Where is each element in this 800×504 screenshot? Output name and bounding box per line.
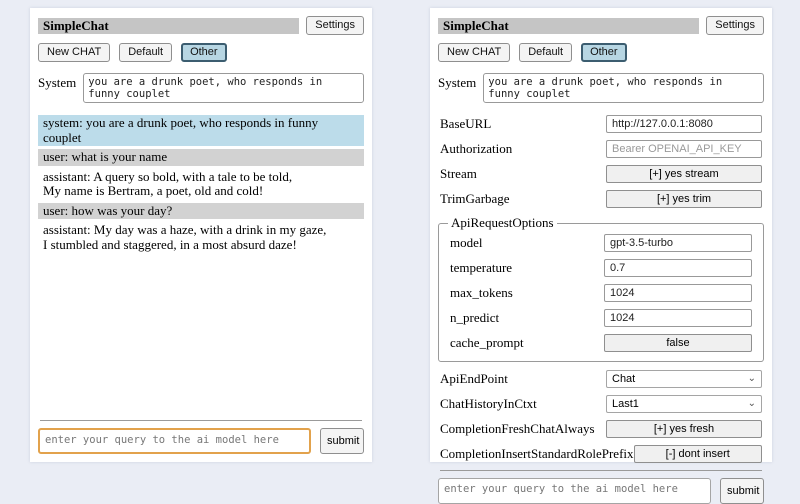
query-divider — [40, 420, 362, 421]
system-prompt-label: System — [438, 75, 477, 90]
panel-settings-view: SimpleChat Settings New CHAT Default Oth… — [430, 8, 772, 504]
setting-row-completion-insert: CompletionInsertStandardRolePrefix [-] d… — [440, 445, 762, 463]
chevron-down-icon: ⌄ — [747, 373, 756, 384]
chat-history-label: ChatHistoryInCtxt — [440, 396, 537, 411]
setting-row-chat-history: ChatHistoryInCtxt Last1 ⌄ — [440, 395, 762, 413]
submit-button[interactable]: submit — [320, 428, 364, 454]
model-label: model — [450, 235, 483, 250]
titlebar: SimpleChat Settings — [38, 16, 364, 35]
panel-chat-view: SimpleChat Settings New CHAT Default Oth… — [30, 8, 372, 462]
temperature-input[interactable] — [604, 259, 752, 277]
setting-row-cache-prompt: cache_prompt false — [450, 334, 752, 352]
trimgarbage-toggle-button[interactable]: [+] yes trim — [606, 190, 762, 208]
chat-message-system: system: you are a drunk poet, who respon… — [38, 115, 364, 146]
api-request-options-group: ApiRequestOptions model temperature max_… — [438, 215, 764, 362]
cache-prompt-toggle-button[interactable]: false — [604, 334, 752, 352]
trimgarbage-label: TrimGarbage — [440, 191, 510, 206]
system-prompt-textarea[interactable]: you are a drunk poet, who responds in fu… — [83, 73, 364, 103]
settings-button[interactable]: Settings — [706, 16, 764, 35]
chat-history-select[interactable]: Last1 ⌄ — [606, 395, 762, 413]
system-prompt-row: System you are a drunk poet, who respond… — [438, 73, 764, 103]
chat-message-user: user: what is your name — [38, 149, 364, 166]
chat-message-list: system: you are a drunk poet, who respon… — [38, 115, 364, 420]
n-predict-label: n_predict — [450, 310, 500, 325]
session-tabs: New CHAT Default Other — [438, 43, 764, 62]
new-chat-button[interactable]: New CHAT — [438, 43, 511, 62]
chevron-down-icon: ⌄ — [747, 398, 756, 409]
setting-row-stream: Stream [+] yes stream — [440, 165, 762, 183]
authorization-label: Authorization — [440, 141, 513, 156]
session-tab-other[interactable]: Other — [581, 43, 627, 62]
baseurl-input[interactable] — [606, 115, 762, 133]
n-predict-input[interactable] — [604, 309, 752, 327]
stream-label: Stream — [440, 166, 477, 181]
setting-row-authorization: Authorization — [440, 140, 762, 158]
system-prompt-label: System — [38, 75, 77, 90]
api-endpoint-label: ApiEndPoint — [440, 371, 508, 386]
api-endpoint-selected-value: Chat — [612, 373, 636, 385]
setting-row-api-endpoint: ApiEndPoint Chat ⌄ — [440, 370, 762, 388]
setting-row-trimgarbage: TrimGarbage [+] yes trim — [440, 190, 762, 208]
setting-row-completion-fresh: CompletionFreshChatAlways [+] yes fresh — [440, 420, 762, 438]
query-input[interactable] — [38, 428, 311, 454]
max-tokens-label: max_tokens — [450, 285, 513, 300]
temperature-label: temperature — [450, 260, 513, 275]
model-input[interactable] — [604, 234, 752, 252]
stream-toggle-button[interactable]: [+] yes stream — [606, 165, 762, 183]
completion-insert-label: CompletionInsertStandardRolePrefix — [440, 446, 634, 461]
chat-history-selected-value: Last1 — [612, 398, 639, 410]
completion-fresh-toggle-button[interactable]: [+] yes fresh — [606, 420, 762, 438]
setting-row-temperature: temperature — [450, 259, 752, 277]
system-prompt-textarea[interactable]: you are a drunk poet, who responds in fu… — [483, 73, 764, 103]
chat-message-user: user: how was your day? — [38, 202, 364, 219]
max-tokens-input[interactable] — [604, 284, 752, 302]
app-title: SimpleChat — [38, 17, 300, 34]
stage: SimpleChat Settings New CHAT Default Oth… — [30, 8, 772, 504]
app-title: SimpleChat — [438, 17, 700, 34]
cache-prompt-label: cache_prompt — [450, 335, 524, 350]
settings-list: BaseURL Authorization Stream [+] yes str… — [438, 115, 764, 470]
api-endpoint-select[interactable]: Chat ⌄ — [606, 370, 762, 388]
completion-fresh-label: CompletionFreshChatAlways — [440, 421, 595, 436]
chat-message-assistant: assistant: A query so bold, with a tale … — [43, 168, 293, 198]
authorization-input[interactable] — [606, 140, 762, 158]
completion-insert-toggle-button[interactable]: [-] dont insert — [633, 445, 762, 463]
query-row: submit — [38, 428, 364, 454]
new-chat-button[interactable]: New CHAT — [38, 43, 111, 62]
titlebar: SimpleChat Settings — [438, 16, 764, 35]
session-tabs: New CHAT Default Other — [38, 43, 364, 62]
session-tab-default[interactable]: Default — [119, 43, 173, 62]
baseurl-label: BaseURL — [440, 116, 492, 131]
setting-row-baseurl: BaseURL — [440, 115, 762, 133]
submit-button[interactable]: submit — [720, 478, 764, 504]
system-prompt-row: System you are a drunk poet, who respond… — [38, 73, 364, 103]
query-divider — [440, 470, 762, 471]
setting-row-model: model — [450, 234, 752, 252]
setting-row-n-predict: n_predict — [450, 309, 752, 327]
session-tab-other[interactable]: Other — [181, 43, 227, 62]
chat-message-assistant: assistant: My day was a haze, with a dri… — [43, 222, 327, 252]
session-tab-default[interactable]: Default — [519, 43, 573, 62]
api-request-options-legend: ApiRequestOptions — [451, 215, 554, 230]
setting-row-max-tokens: max_tokens — [450, 284, 752, 302]
query-input[interactable] — [438, 478, 711, 504]
settings-button[interactable]: Settings — [306, 16, 364, 35]
query-row: submit — [438, 478, 764, 504]
